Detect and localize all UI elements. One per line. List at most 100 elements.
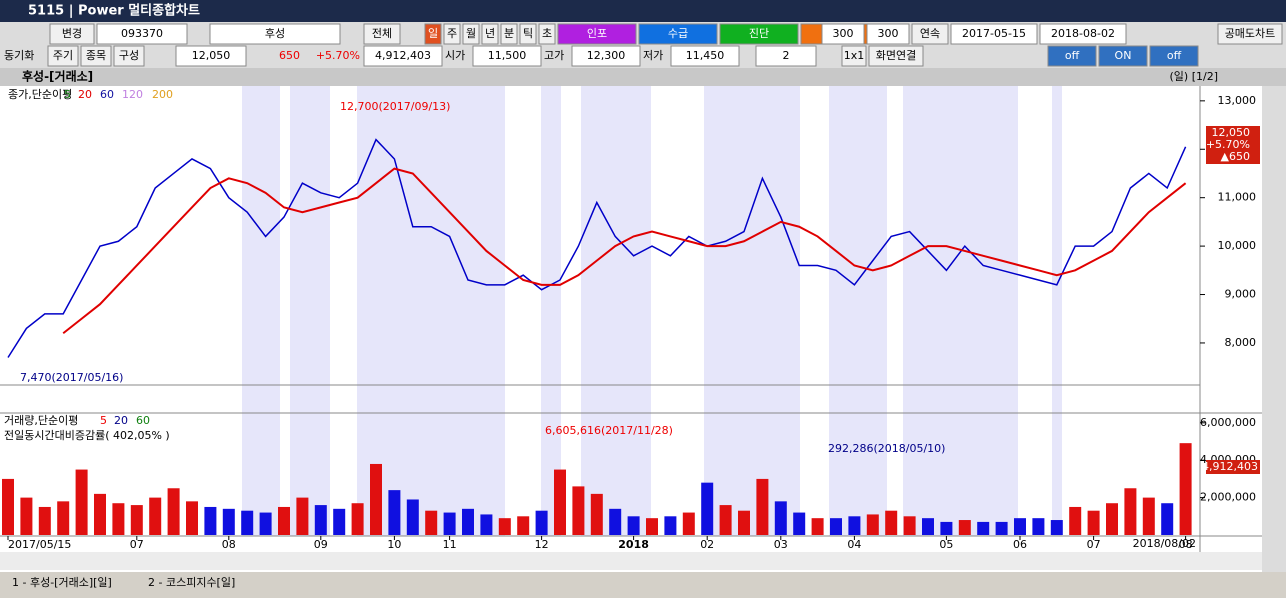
button[interactable]	[1149, 45, 1199, 67]
y-tick-label: 11,000	[1218, 191, 1257, 204]
volume-bar	[2, 478, 14, 535]
x-tick-label: 04	[847, 538, 861, 551]
button[interactable]	[868, 45, 924, 67]
button[interactable]	[519, 23, 537, 45]
volume-bar	[406, 499, 419, 535]
volume-bar	[811, 518, 824, 535]
annotation: 292,286(2018/05/10)	[828, 442, 945, 455]
volume-bar	[370, 463, 382, 535]
button[interactable]	[462, 23, 480, 45]
volume-bar	[75, 469, 88, 535]
button-label: 수급	[668, 27, 688, 40]
price-badge-text: +5.70%	[1206, 138, 1250, 151]
rate: +5.70%	[316, 49, 360, 62]
button[interactable]	[113, 45, 145, 67]
button[interactable]	[557, 23, 637, 45]
annotation: 7,470(2017/05/16)	[20, 371, 123, 384]
button-label: 11,500	[488, 49, 527, 62]
legend-title: 종가,단순이평	[8, 88, 72, 101]
button[interactable]	[911, 23, 949, 45]
button[interactable]	[443, 23, 461, 45]
volume-bar	[1032, 518, 1045, 535]
button[interactable]	[638, 23, 718, 45]
x-tick-label: 08	[1179, 538, 1193, 551]
button[interactable]	[821, 23, 865, 45]
volume-bar	[609, 508, 622, 535]
volume-legend-title: 거래량,단순이평	[4, 414, 78, 427]
volume-bar	[498, 518, 511, 535]
volume-bar	[333, 508, 346, 535]
button[interactable]	[950, 23, 1038, 45]
volume-bar	[922, 518, 934, 535]
button[interactable]	[363, 45, 443, 67]
volume-bar	[756, 478, 769, 535]
tab-bar	[0, 572, 1286, 595]
scrollbar[interactable]	[0, 552, 1262, 570]
label: 고가	[544, 49, 564, 62]
volume-bar	[517, 516, 530, 535]
button[interactable]	[500, 23, 518, 45]
volume-bar	[20, 497, 33, 535]
button[interactable]	[755, 45, 817, 67]
button-label: 주기	[53, 49, 73, 62]
button[interactable]	[424, 23, 442, 45]
volume-ma-label: 20	[114, 414, 128, 427]
button[interactable]	[80, 45, 112, 67]
y-tick-label: 2,000,000	[1200, 491, 1256, 504]
button-label: off	[1167, 49, 1182, 62]
button-label: off	[1065, 49, 1080, 62]
volume-bar	[682, 512, 695, 535]
volume-bar	[1161, 503, 1174, 535]
button-label: 년	[485, 27, 495, 40]
button[interactable]	[49, 23, 95, 45]
button[interactable]	[571, 45, 641, 67]
button[interactable]	[175, 45, 247, 67]
button[interactable]	[1098, 45, 1148, 67]
button[interactable]	[1217, 23, 1283, 45]
button[interactable]	[841, 45, 867, 67]
button[interactable]	[538, 23, 556, 45]
button-label: 화면연결	[876, 49, 916, 62]
tab[interactable]: 2 - 코스피지수[일]	[148, 575, 235, 589]
change: 650	[279, 49, 300, 62]
x-tick-label: 2018	[618, 538, 649, 551]
annotation: 12,700(2017/09/13)	[340, 100, 450, 113]
button[interactable]	[472, 45, 542, 67]
volume-bar	[995, 521, 1008, 535]
volume-note: 전일동시간대비증감률( 402,05% )	[4, 428, 170, 442]
button[interactable]	[363, 23, 401, 45]
button-label: 초	[542, 27, 552, 40]
button-label: 인포	[587, 27, 607, 40]
price-badge	[1206, 126, 1260, 164]
button[interactable]	[96, 23, 188, 45]
button[interactable]	[1047, 45, 1097, 67]
volume-bar	[830, 518, 842, 535]
panel-header	[0, 68, 1286, 86]
button[interactable]	[209, 23, 341, 45]
button-label: 공매도차트	[1225, 27, 1276, 40]
button[interactable]	[719, 23, 799, 45]
button[interactable]	[670, 45, 740, 67]
button[interactable]	[866, 23, 910, 45]
button[interactable]	[47, 45, 79, 67]
volume-bar	[885, 510, 898, 535]
button-label: 틱	[523, 27, 533, 40]
button-label: 12,050	[192, 49, 231, 62]
ma-label: 120	[122, 88, 143, 101]
volume-bar	[664, 516, 677, 535]
button[interactable]	[1039, 23, 1127, 45]
volume-badge-text: 4,912,403	[1202, 460, 1258, 473]
volume-bar	[535, 510, 548, 535]
button[interactable]	[481, 23, 499, 45]
ma-label: 5	[64, 88, 71, 101]
ma-label: 200	[152, 88, 173, 101]
volume-badge	[1206, 460, 1260, 474]
button-label: 2	[783, 49, 790, 62]
volume-bar	[701, 482, 714, 535]
volume-bar	[480, 514, 493, 535]
label: 시가	[445, 49, 465, 62]
volume-bar	[1179, 443, 1192, 535]
tab[interactable]: 1 - 후성-[거래소][일]	[12, 575, 112, 589]
side-toolbar	[1262, 86, 1286, 572]
